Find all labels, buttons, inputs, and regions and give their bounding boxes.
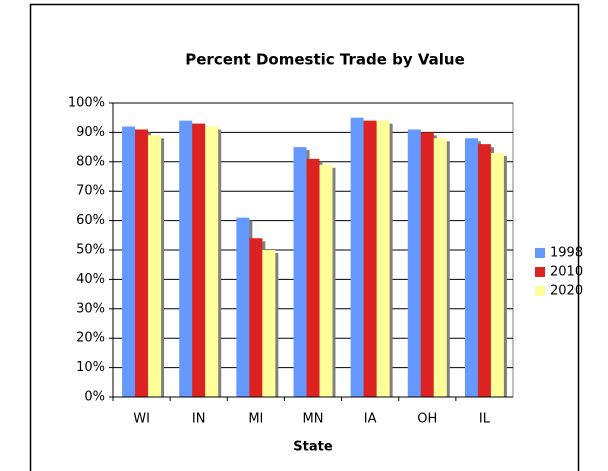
bar — [306, 158, 320, 397]
y-tick-label: 70% — [76, 184, 105, 199]
y-tick-label: 50% — [76, 243, 105, 258]
y-tick-label: 60% — [76, 213, 105, 228]
bar — [319, 164, 333, 397]
bar — [192, 123, 206, 397]
x-tick-label: WI — [133, 412, 150, 427]
bar — [148, 135, 162, 397]
bar — [490, 152, 504, 397]
x-tick-label: MI — [248, 412, 263, 427]
bar — [135, 129, 149, 397]
y-tick-label: 10% — [76, 360, 105, 375]
bar — [293, 147, 307, 397]
legend-swatch — [535, 286, 545, 296]
bar — [262, 250, 276, 397]
x-tick-label: IN — [192, 412, 206, 427]
y-tick-label: 90% — [76, 125, 105, 140]
bar — [407, 129, 421, 397]
bar — [477, 144, 491, 397]
legend-label: 1998 — [550, 246, 583, 261]
y-tick-label: 100% — [68, 96, 105, 111]
legend-swatch — [535, 267, 545, 277]
legend-swatch — [535, 248, 545, 258]
y-tick-label: 0% — [84, 390, 105, 405]
x-axis-label: State — [293, 440, 333, 455]
legend-label: 2020 — [550, 284, 583, 299]
bar — [363, 120, 377, 397]
x-tick-label: IL — [479, 412, 491, 427]
chart-title: Percent Domestic Trade by Value — [185, 51, 465, 69]
bar — [179, 120, 193, 397]
x-tick-label: OH — [417, 412, 437, 427]
y-tick-label: 20% — [76, 331, 105, 346]
bar — [205, 126, 219, 398]
bar — [249, 238, 263, 397]
y-tick-label: 30% — [76, 301, 105, 316]
bar — [350, 117, 364, 397]
y-tick-label: 40% — [76, 272, 105, 287]
legend-label: 2010 — [550, 265, 583, 280]
x-tick-label: MN — [303, 412, 324, 427]
bar — [420, 132, 434, 397]
bar — [376, 120, 390, 397]
bar — [122, 126, 136, 398]
y-tick-label: 80% — [76, 154, 105, 169]
x-tick-label: IA — [364, 412, 377, 427]
bar — [236, 217, 250, 397]
bar — [464, 138, 478, 397]
bar — [433, 138, 447, 397]
